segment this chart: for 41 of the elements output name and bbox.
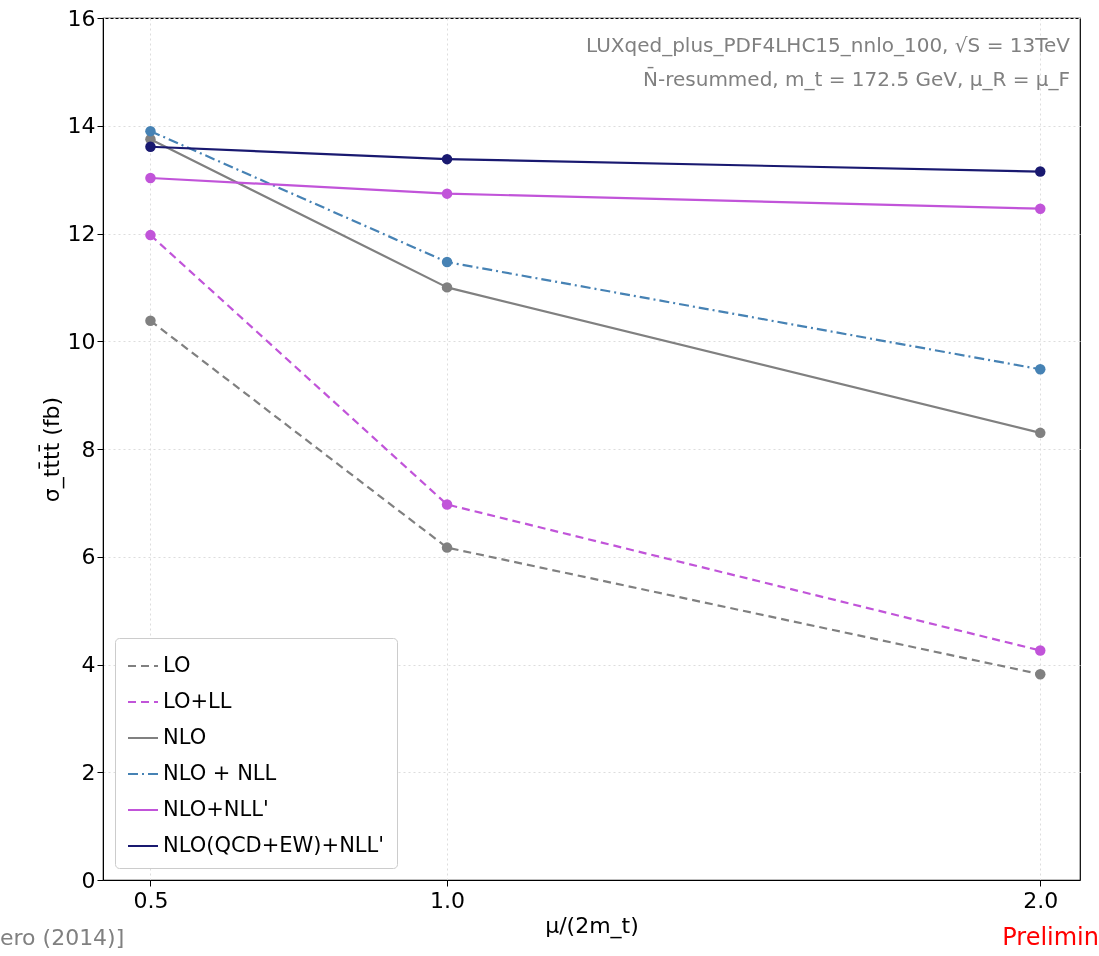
point — [145, 229, 156, 241]
point — [1035, 364, 1046, 375]
annotation: N̄-resummed, m_t = 172.5 GeV, μ_R = μ_F — [643, 66, 1070, 91]
point — [441, 542, 453, 553]
text: ero (2014)] — [0, 925, 125, 950]
y-tick-label: 12 — [67, 221, 96, 246]
legend-label: NLO(QCD+EW)+NLL' — [163, 833, 385, 857]
legend-label: LO+LL — [163, 689, 232, 713]
legend-label: NLO+NLL' — [163, 797, 269, 821]
y-tick-label: 10 — [67, 328, 96, 354]
point — [441, 256, 453, 268]
x-tick-label: 0.5 — [133, 887, 169, 913]
y-axis-title: σ_tt̄tt̄ (fb) — [38, 396, 65, 503]
point — [441, 188, 453, 199]
legend-label: NLO + NLL — [163, 761, 277, 785]
legend-label: LO — [163, 653, 191, 677]
y-tick-label: 16 — [67, 5, 96, 31]
y-tick-label: 8 — [81, 436, 96, 462]
point — [1035, 166, 1046, 177]
text: Prelimin — [1002, 923, 1099, 951]
y-tick-label: 14 — [67, 113, 96, 139]
point — [145, 141, 156, 152]
point — [145, 315, 156, 327]
point — [1035, 668, 1046, 680]
x-axis-title: μ/(2m_t) — [545, 912, 639, 939]
point — [145, 125, 156, 137]
y-tick-label: 4 — [81, 652, 96, 677]
point — [1035, 427, 1046, 439]
legend-label: NLO — [163, 725, 207, 749]
point — [145, 172, 156, 184]
y-tick-label: 2 — [81, 759, 96, 785]
x-tick-label: 1.0 — [430, 887, 466, 913]
y-tick-label: 0 — [81, 867, 96, 893]
point — [1035, 203, 1046, 214]
point — [1035, 645, 1046, 656]
point — [441, 153, 453, 165]
annotation: LUXqed_plus_PDF4LHC15_nnlo_100, √S = 13TeV — [585, 33, 1071, 57]
point — [441, 282, 453, 293]
x-tick-label: 2.0 — [1023, 887, 1059, 913]
y-tick-label: 6 — [81, 544, 96, 570]
point — [441, 499, 453, 510]
